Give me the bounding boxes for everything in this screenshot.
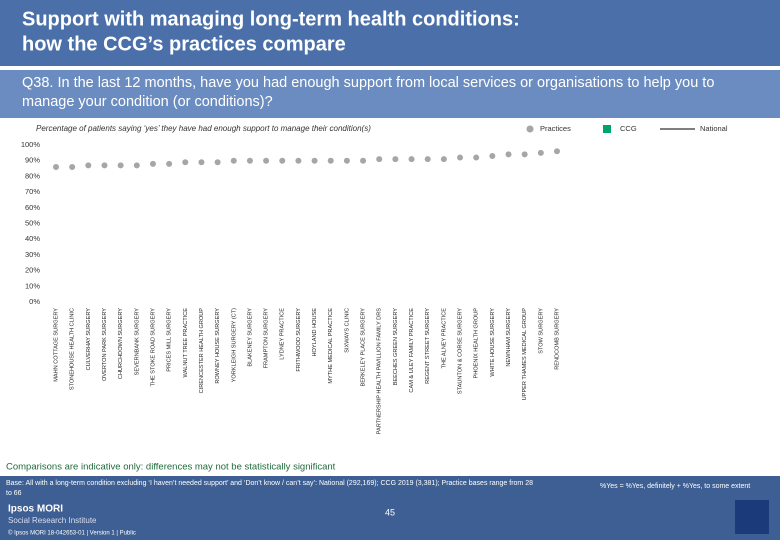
title: Support with managing long-term health c… <box>22 8 520 30</box>
definition: %Yes = %Yes, definitely + %Yes, to some … <box>600 483 750 490</box>
copyright: © Ipsos MORI 18-042653-01 | Version 1 | … <box>8 530 136 537</box>
y-tick-label: 30% <box>25 250 40 259</box>
x-tick-label: SEVERNBANK SURGERY <box>134 308 140 376</box>
practice-dot <box>505 151 512 158</box>
x-tick-label: STOW SURGERY <box>538 308 544 354</box>
x-tick-label: CULVERHAY SURGERY <box>86 308 92 371</box>
x-tick-label: THE ALNEY PRACTICE <box>441 308 447 369</box>
practice-dot <box>311 157 318 164</box>
x-tick-label: MYTHE MEDICAL PRACTICE <box>328 308 334 384</box>
y-tick-label: 10% <box>25 281 40 290</box>
legend: Practices CCG National <box>526 124 728 133</box>
practice-dot <box>117 162 124 169</box>
x-tick-label: WALNUT TREE PRACTICE <box>183 308 189 378</box>
practice-dot <box>133 162 140 169</box>
x-tick-label: UPPER THAMES MEDICAL GROUP <box>522 308 528 401</box>
practice-dot <box>279 157 286 164</box>
practice-dot <box>360 157 367 164</box>
x-tick-label: STONEHOUSE HEALTH CLINIC <box>70 308 76 390</box>
practice-dot <box>85 162 92 169</box>
practice-dot <box>149 160 156 167</box>
logo-text: Ipsos MORI <box>8 504 63 515</box>
x-tick-label: BLAKENEY SURGERY <box>247 308 253 367</box>
x-tick-label: CIRENCESTER HEALTH GROUP <box>199 308 205 394</box>
practice-dot <box>554 148 560 155</box>
question-band <box>0 70 780 118</box>
x-tick-label: FRAMPTON SURGERY <box>264 308 270 369</box>
practice-dot <box>521 151 528 158</box>
practice-dot <box>489 152 496 159</box>
y-tick-label: 20% <box>25 266 40 275</box>
y-tick-label: 0% <box>29 297 40 306</box>
y-tick-label: 80% <box>25 171 40 180</box>
legend-marker <box>526 125 534 133</box>
practice-dot <box>166 160 173 167</box>
legend-label: National <box>700 124 728 133</box>
base: Base: All with a long-term condition exc… <box>6 480 533 497</box>
x-tick-label: NEWNHAM SURGERY <box>506 308 512 367</box>
x-tick-label: OVERTON PARK SURGERY <box>102 308 108 381</box>
practice-dot <box>473 154 480 161</box>
x-tick-label: SIXWAYS CLINIC <box>344 308 350 353</box>
y-tick-label: 60% <box>25 203 40 212</box>
title-band <box>0 0 780 66</box>
y-tick-label: 40% <box>25 234 40 243</box>
caveat: Comparisons are indicative only: differe… <box>6 462 336 473</box>
x-tick-label: PRICES MILL SURGERY <box>167 308 173 372</box>
y-tick-label: 70% <box>25 187 40 196</box>
x-tick-label: WHITE HOUSE SURGERY <box>490 308 496 377</box>
practice-dot <box>182 159 189 166</box>
practice-dot <box>392 156 399 163</box>
practice-dot <box>537 149 544 156</box>
x-tick-label: ROWNEY HOUSE SURGERY <box>215 308 221 384</box>
practice-dot <box>198 159 205 166</box>
y-tick-label: 90% <box>25 156 40 165</box>
practice-dot <box>101 162 108 169</box>
question: Q38. In the last 12 months, have you had… <box>22 75 715 110</box>
legend-label: Practices <box>540 124 571 133</box>
x-tick-label: FRITHWOOD SURGERY <box>296 308 302 372</box>
y-tick-label: 100% <box>21 140 41 149</box>
practice-dot <box>327 157 334 164</box>
practice-dot <box>424 156 431 163</box>
x-tick-label: PARTNERSHIP HEALTH PAVILLION FAMILY DRS <box>377 308 383 435</box>
x-tick-label: CHURCHDOWN SURGERY <box>118 308 124 379</box>
x-tick-label: STAUNTON & CORSE SURGERY <box>458 308 464 394</box>
base-box: Base: All with a long-term condition exc… <box>6 480 533 497</box>
footer-band <box>0 476 780 540</box>
legend-label: CCG <box>620 124 637 133</box>
x-tick-label: BEECHES GREEN SURGERY <box>393 308 399 386</box>
x-tick-label: RENDCOMB SURGERY <box>554 308 560 370</box>
x-tick-label: THE STOKE ROAD SURGERY <box>150 308 156 387</box>
x-tick-label: HOYLAND HOUSE <box>312 308 318 357</box>
x-tick-label: REGENT STREET SURGERY <box>425 308 431 384</box>
practice-dot <box>457 154 464 161</box>
question-box: Q38. In the last 12 months, have you had… <box>22 75 715 110</box>
practice-dot <box>69 163 76 170</box>
practice-dot <box>440 156 447 163</box>
y-tick-label: 50% <box>25 218 40 227</box>
practice-dot <box>230 157 237 164</box>
logo-subtext: Social Research Institute <box>8 516 97 525</box>
practice-dot <box>214 159 221 166</box>
legend-marker <box>603 125 611 133</box>
practice-dot <box>263 157 270 164</box>
logo-square <box>735 500 769 534</box>
x-tick-label: CAM & ULEY FAMILY PRACTICE <box>409 308 415 393</box>
practice-dot <box>376 156 383 163</box>
subtitle: Percentage of patients saying ‘yes’ they… <box>36 124 371 133</box>
x-tick-label: LYDNEY PRACTICE <box>280 308 286 360</box>
page-number: 45 <box>385 507 395 517</box>
title: how the CCG’s practices compare <box>22 33 346 55</box>
x-tick-label: MAHN COTTAGE SURGERY <box>53 308 59 382</box>
x-tick-label: BERKELEY PLACE SURGERY <box>361 308 367 387</box>
practice-dot <box>408 156 415 163</box>
practice-dot <box>53 163 59 170</box>
practice-dot <box>295 157 302 164</box>
x-tick-label: PHOENIX HEALTH GROUP <box>474 308 480 379</box>
practice-dot <box>343 157 350 164</box>
x-tick-label: YORKLEIGH SURGERY (CT) <box>231 308 237 383</box>
practice-dot <box>246 157 253 164</box>
